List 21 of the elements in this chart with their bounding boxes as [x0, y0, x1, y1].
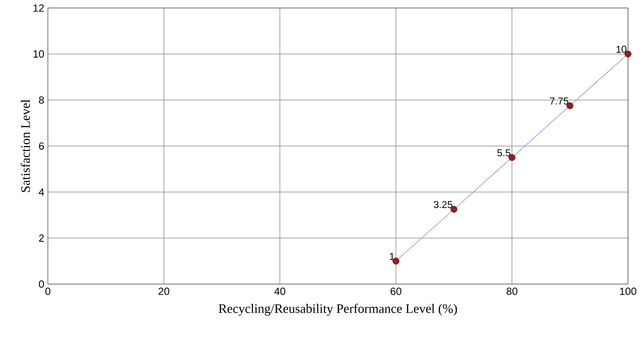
y-tick-label: 2 [39, 234, 44, 242]
y-tick-label: 8 [38, 96, 44, 104]
data-label: 3.25 [434, 201, 452, 208]
y-tick-label: 0 [38, 280, 44, 288]
x-tick-label: 60 [390, 288, 402, 296]
x-tick-label: 40 [274, 288, 286, 296]
x-tick-label: 100 [620, 288, 636, 296]
x-axis-title: Recycling/Reusability Performance Level (%) [218, 304, 457, 316]
y-axis-title: Satisfaction Level [20, 100, 30, 192]
x-tick-label: 0 [45, 288, 50, 296]
data-label: 10 [616, 46, 626, 53]
y-tick-label: 10 [34, 50, 44, 58]
y-tick-label: 6 [39, 142, 44, 150]
point [392, 258, 400, 264]
data-label: 5.5 [497, 149, 510, 156]
y-tick-label: 4 [38, 188, 44, 196]
x-tick-label: 80 [506, 288, 518, 296]
data-label: 7.75 [550, 98, 568, 105]
y-tick-label: 12 [34, 4, 44, 12]
data-label: 1 [390, 253, 394, 260]
x-tick-label: 20 [158, 288, 170, 296]
